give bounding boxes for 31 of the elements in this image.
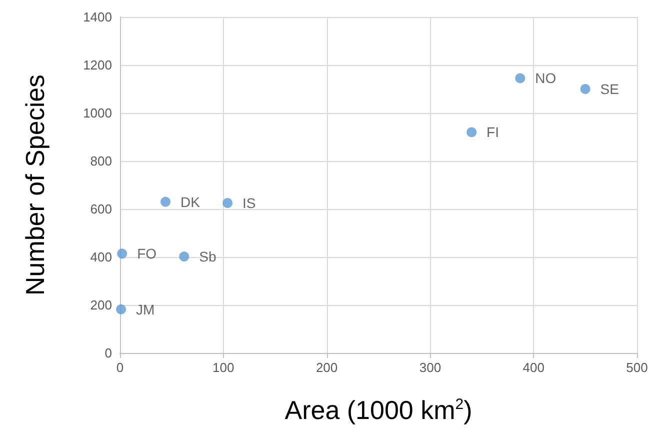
y-tick-label: 1000 — [83, 106, 112, 120]
annotation: FO — [137, 246, 157, 262]
annotation: SE — [600, 81, 619, 97]
annotation: JM — [136, 301, 155, 318]
annotation: DK — [180, 194, 201, 210]
annotation: NO — [535, 70, 556, 86]
point — [179, 252, 190, 262]
point — [580, 84, 590, 94]
y-tick-label: 600 — [90, 202, 112, 216]
y-tick-label: 800 — [90, 154, 112, 168]
x-tick-label: 300 — [419, 360, 442, 375]
x-tick-label: 200 — [316, 360, 338, 375]
y-tick-label: 400 — [90, 250, 112, 264]
annotation: IS — [242, 195, 256, 211]
x-tick-label: 500 — [626, 360, 648, 375]
point — [116, 304, 126, 314]
y-tick-label: 1200 — [83, 58, 112, 72]
point — [160, 196, 170, 207]
annotation: Sb — [199, 248, 216, 265]
x-tick-label: 400 — [522, 360, 544, 375]
annotation: FI — [486, 124, 500, 140]
x-tick-label: 100 — [212, 360, 234, 375]
point — [117, 248, 128, 259]
y-axis-title: Number of Species — [20, 74, 50, 296]
y-tick-label: 0 — [104, 346, 112, 360]
y-tick-label: 1400 — [83, 10, 112, 24]
x-tick-label: 0 — [116, 360, 124, 375]
point — [515, 73, 526, 84]
y-tick-label: 200 — [90, 298, 112, 312]
point — [466, 127, 477, 138]
point — [222, 198, 233, 208]
